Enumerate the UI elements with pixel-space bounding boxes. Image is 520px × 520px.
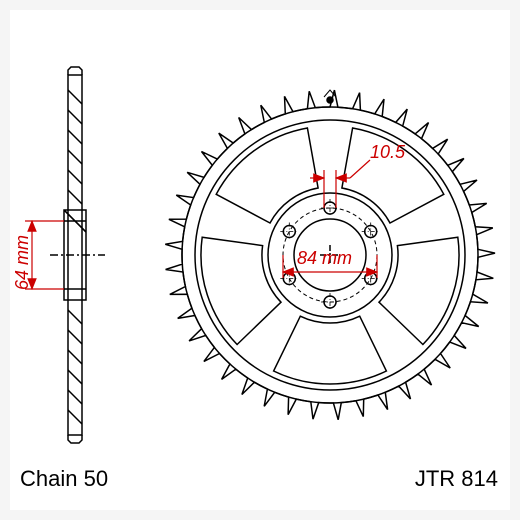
side-view	[50, 67, 105, 443]
technical-drawing	[10, 10, 510, 510]
dim-64-label: 64 mm	[12, 235, 33, 290]
dim-84-label: 84 mm	[297, 248, 352, 269]
chain-label: Chain 50	[20, 466, 108, 492]
dim-105-label: 10.5	[370, 142, 405, 163]
part-number: JTR 814	[415, 466, 498, 492]
drawing-canvas: 64 mm 84 mm 10.5 Chain 50 JTR 814	[10, 10, 510, 510]
